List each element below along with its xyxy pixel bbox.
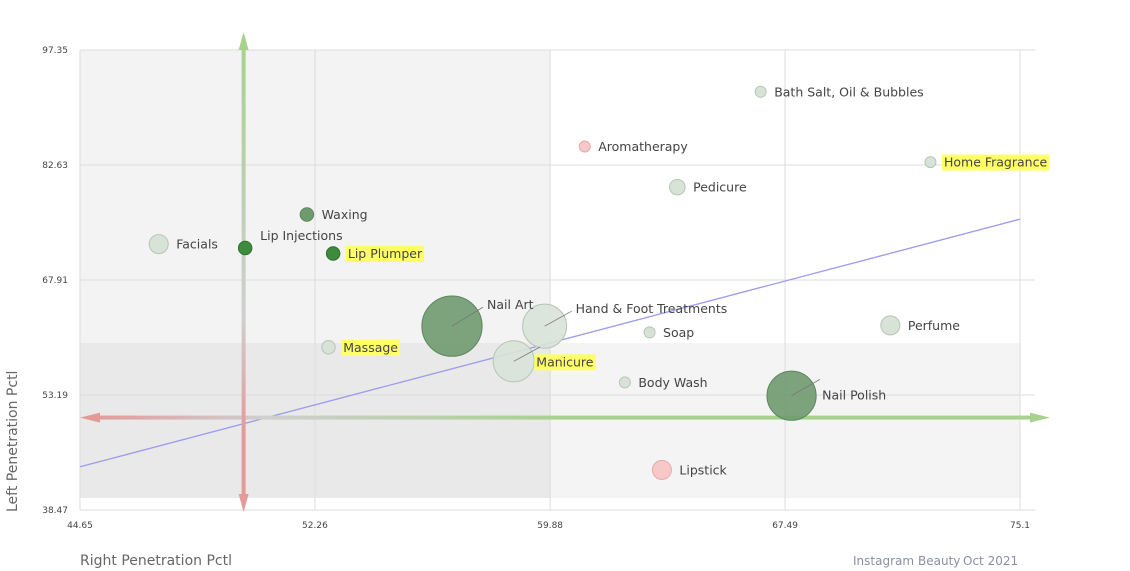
label-group-hand-foot-treatments: Hand & Foot Treatments — [576, 301, 728, 316]
point-facials — [148, 234, 169, 255]
arrow-head-up — [238, 32, 249, 50]
label-perfume: Perfume — [908, 318, 960, 333]
point-perfume — [880, 315, 901, 336]
point-lip-injections — [237, 240, 253, 256]
label-pedicure: Pedicure — [693, 180, 747, 195]
footer-date: Oct 2021 — [963, 554, 1018, 568]
point-body-wash — [618, 376, 631, 389]
y-axis-title: Left Penetration Pctl — [5, 371, 21, 512]
label-group-aromatherapy: Aromatherapy — [598, 139, 688, 154]
label-massage: Massage — [343, 340, 398, 355]
arrow-head-down — [238, 494, 249, 512]
point-waxing — [299, 207, 315, 222]
label-soap: Soap — [663, 325, 694, 340]
label-group-home-fragrance: Home Fragrance — [941, 154, 1050, 171]
label-nail-art: Nail Art — [487, 297, 534, 312]
label-facials: Facials — [176, 237, 218, 252]
point-bath-salt-oil-bubbles — [754, 85, 767, 98]
y-tick-4: 38.47 — [42, 506, 68, 516]
x-tick-3: 67.49 — [772, 521, 798, 531]
label-group-lipstick: Lipstick — [679, 462, 727, 477]
label-hand-foot-treatments: Hand & Foot Treatments — [576, 301, 728, 316]
label-lip-plumper: Lip Plumper — [348, 246, 423, 261]
y-tick-2: 67.91 — [42, 276, 68, 286]
vertical-reference-arrow — [241, 42, 246, 500]
label-group-soap: Soap — [663, 325, 694, 340]
x-tick-0: 44.65 — [67, 521, 93, 531]
label-group-manicure: Manicure — [534, 354, 596, 371]
y-tick-1: 82.63 — [42, 161, 68, 171]
y-tick-3: 53.19 — [42, 391, 68, 401]
label-group-pedicure: Pedicure — [693, 180, 747, 195]
label-highlight-massage — [341, 339, 401, 356]
horizontal-reference-arrow — [92, 415, 1040, 420]
label-body-wash: Body Wash — [638, 375, 707, 390]
arrow-head-left — [80, 412, 100, 423]
label-group-nail-art: Nail Art — [487, 297, 534, 312]
x-tick-1: 52.26 — [302, 521, 328, 531]
label-group-perfume: Perfume — [908, 318, 960, 333]
label-highlight-lip-plumper — [345, 246, 425, 263]
label-manicure: Manicure — [536, 354, 593, 369]
label-lipstick: Lipstick — [679, 462, 727, 477]
label-group-massage: Massage — [341, 339, 401, 356]
leader-hand-foot-treatments — [544, 310, 572, 327]
point-massage — [321, 340, 336, 355]
label-waxing: Waxing — [322, 207, 368, 222]
label-group-lip-plumper: Lip Plumper — [345, 246, 425, 263]
x-axis-title: Right Penetration Pctl — [80, 553, 232, 569]
point-home-fragrance — [924, 156, 937, 169]
label-group-lip-injections: Lip Injections — [260, 228, 342, 243]
footer-category: Beauty — [918, 554, 960, 568]
arrow-head-right — [1030, 412, 1050, 423]
leader-manicure — [513, 346, 541, 362]
label-aromatherapy: Aromatherapy — [598, 139, 688, 154]
label-group-waxing: Waxing — [322, 207, 368, 222]
point-pedicure — [669, 178, 686, 196]
label-highlight-manicure — [534, 354, 596, 371]
point-lipstick — [651, 459, 672, 480]
point-soap — [643, 326, 656, 339]
point-lip-plumper — [325, 246, 341, 261]
point-aromatherapy — [578, 140, 591, 153]
label-group-body-wash: Body Wash — [638, 375, 707, 390]
label-bath-salt-oil-bubbles: Bath Salt, Oil & Bubbles — [774, 84, 923, 99]
y-tick-0: 97.35 — [42, 46, 68, 56]
label-home-fragrance: Home Fragrance — [944, 155, 1047, 170]
leader-nail-polish — [791, 379, 821, 397]
label-group-facials: Facials — [176, 237, 218, 252]
gridlines — [79, 49, 1035, 511]
x-tick-4: 75.1 — [1010, 521, 1030, 531]
point-labels: Bath Salt, Oil & Bubbles Aromatherapy Home… — [176, 84, 1050, 477]
label-lip-injections: Lip Injections — [260, 228, 342, 243]
leader-nail-art — [451, 306, 484, 327]
x-tick-2: 59.88 — [537, 521, 563, 531]
label-nail-polish: Nail Polish — [822, 388, 886, 403]
axis-ticks: 44.65 52.26 59.88 67.49 75.1 97.35 82.63 67.91 5… — [42, 46, 1030, 531]
label-group-bath-salt-oil-bubbles: Bath Salt, Oil & Bubbles — [774, 84, 923, 99]
reference-arrows — [80, 32, 1050, 512]
footer-source: Instagram — [853, 554, 914, 568]
label-highlight-home-fragrance — [941, 154, 1050, 171]
label-group-nail-polish: Nail Polish — [822, 388, 886, 403]
